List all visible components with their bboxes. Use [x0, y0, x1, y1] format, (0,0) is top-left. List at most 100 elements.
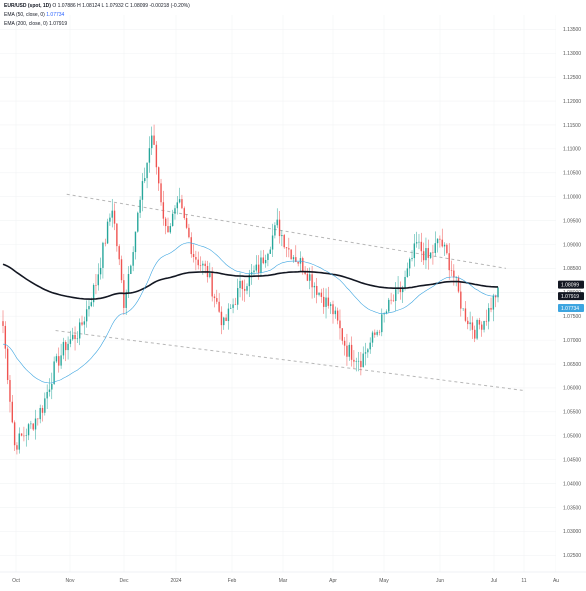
- y-tick-label: 1.03500: [563, 505, 581, 511]
- candle-body: [106, 221, 109, 244]
- candle-body: [353, 359, 355, 362]
- candle-body: [153, 135, 155, 145]
- candle-body: [313, 285, 316, 288]
- candle-body: [137, 212, 139, 232]
- candle-body: [160, 183, 162, 203]
- candle-body: [453, 270, 455, 278]
- legend-ema50-row[interactable]: EMA (50, close, 0) 1.07734: [4, 11, 190, 20]
- candle-body: [192, 254, 195, 258]
- candle-body: [39, 407, 41, 420]
- y-tick-label: 1.09000: [563, 242, 581, 248]
- candle-body: [446, 244, 448, 254]
- candle-body: [232, 304, 234, 308]
- legend-ema200-row[interactable]: EMA (200, close, 0) 1.07919: [4, 20, 190, 29]
- time-axis[interactable]: Oct Nov Dec 2024 Feb Mar Apr May Jun Jul 11 Au: [0, 571, 586, 584]
- candle-body: [34, 418, 37, 430]
- x-tick-label: 11: [521, 578, 526, 584]
- legend-symbol: EUR/USD (spot, 1D): [4, 3, 51, 9]
- candle-body: [478, 319, 481, 325]
- candle-body: [6, 348, 9, 381]
- candle-body: [483, 320, 485, 330]
- candle-body: [216, 298, 218, 302]
- candle-body: [302, 258, 304, 272]
- candle-body: [494, 295, 497, 298]
- candle-body: [332, 304, 334, 315]
- y-tick-label: 1.09500: [563, 218, 581, 224]
- x-tick-label: Dec: [120, 578, 129, 584]
- candle-body: [30, 423, 32, 425]
- candle-body: [318, 292, 320, 295]
- candle-body: [457, 277, 460, 292]
- candle-body: [227, 308, 230, 322]
- candle-body: [81, 322, 83, 325]
- chart-grid: [0, 15, 557, 572]
- candle-body: [450, 270, 453, 271]
- candle-body: [462, 308, 464, 310]
- candle-body: [371, 332, 374, 343]
- candle-body: [364, 352, 367, 354]
- candle-body: [116, 223, 118, 247]
- candle-body: [395, 289, 397, 301]
- candle-body: [441, 239, 443, 247]
- candle-body: [69, 339, 72, 344]
- candle-body: [139, 199, 141, 213]
- candle-body: [20, 433, 23, 436]
- candle-body: [209, 273, 211, 278]
- candle-body: [376, 331, 378, 335]
- legend-ema200-value: 1.07919: [49, 21, 68, 27]
- y-tick-label: 1.12000: [563, 99, 581, 105]
- candle-body: [406, 268, 409, 277]
- candle-body: [383, 313, 385, 315]
- candle-body: [220, 311, 223, 326]
- candle-body: [264, 260, 267, 264]
- x-tick-label: Au: [553, 578, 559, 584]
- candle-body: [120, 259, 123, 281]
- candle-body: [151, 135, 153, 149]
- candle-body: [27, 424, 30, 436]
- candle-body: [357, 360, 360, 362]
- candle-body: [155, 144, 158, 168]
- candle-body: [469, 322, 471, 325]
- candle-body: [130, 265, 132, 275]
- candle-body: [418, 241, 420, 243]
- candle-body: [304, 271, 306, 275]
- candle-body: [390, 299, 392, 301]
- candle-body: [225, 317, 227, 322]
- y-tick-label: 1.05000: [563, 434, 581, 440]
- candle-body: [164, 218, 167, 227]
- candle-body: [183, 208, 185, 219]
- candle-body: [197, 259, 199, 266]
- candle-body: [185, 218, 188, 228]
- candle-body: [37, 418, 39, 420]
- legend-ema50-value: 1.07734: [46, 12, 65, 18]
- candle-body: [432, 252, 434, 254]
- candle-body: [278, 219, 281, 237]
- y-tick-label: 1.13000: [563, 51, 581, 57]
- x-tick-label: Oct: [12, 578, 20, 584]
- candle-body: [97, 274, 99, 286]
- y-tick-label: 1.10500: [563, 171, 581, 177]
- legend-ema50-label: EMA (50, close, 0): [4, 12, 45, 18]
- legend-ema200-label: EMA (200, close, 0): [4, 21, 48, 27]
- candle-body: [78, 322, 81, 339]
- candle-body: [13, 422, 16, 446]
- candle-body: [88, 306, 90, 310]
- candle-body: [455, 277, 457, 279]
- candle-body: [158, 167, 160, 184]
- price-tag-box: [558, 292, 584, 301]
- candle-body: [471, 322, 474, 330]
- candle-body: [476, 319, 478, 339]
- legend-symbol-row[interactable]: EUR/USD (spot, 1D) O 1.07886 H 1.08124 L…: [4, 2, 190, 11]
- candle-body: [104, 242, 106, 244]
- y-tick-label: 1.04500: [563, 457, 581, 463]
- candle-body: [55, 356, 58, 362]
- y-tick-label: 1.08500: [563, 266, 581, 272]
- y-tick-label: 1.07500: [563, 314, 581, 320]
- y-tick-label: 1.03000: [563, 529, 581, 535]
- candle-body: [146, 162, 148, 179]
- candle-body: [111, 210, 113, 218]
- candle-body: [381, 314, 383, 333]
- candle-body: [176, 202, 178, 209]
- candle-body: [262, 257, 264, 264]
